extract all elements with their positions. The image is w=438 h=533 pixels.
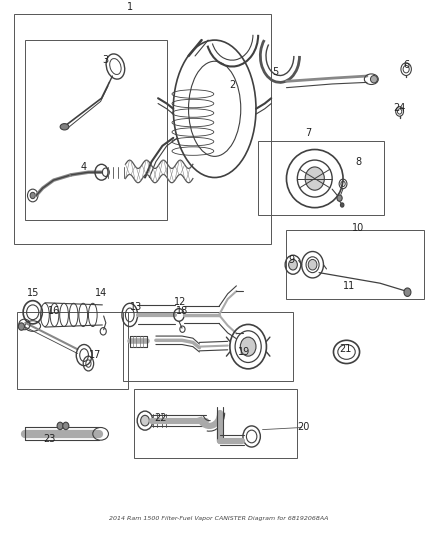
- Text: 14: 14: [95, 288, 108, 298]
- Ellipse shape: [340, 203, 344, 207]
- Ellipse shape: [404, 288, 411, 296]
- Text: 3: 3: [103, 55, 109, 65]
- Ellipse shape: [30, 192, 35, 199]
- Text: 4: 4: [81, 162, 87, 172]
- Ellipse shape: [18, 323, 25, 330]
- Ellipse shape: [240, 337, 256, 356]
- Text: 9: 9: [289, 255, 295, 265]
- Bar: [25, 40, 167, 220]
- Bar: [14, 14, 271, 244]
- Text: 12: 12: [173, 297, 186, 306]
- Ellipse shape: [337, 195, 342, 201]
- Text: 23: 23: [43, 434, 56, 444]
- Text: 11: 11: [343, 281, 356, 292]
- Bar: [17, 312, 127, 389]
- Ellipse shape: [289, 260, 297, 270]
- Text: 15: 15: [27, 288, 39, 298]
- Text: 1: 1: [127, 2, 133, 12]
- Text: 2014 Ram 1500 Filter-Fuel Vapor CANISTER Diagram for 68192068AA: 2014 Ram 1500 Filter-Fuel Vapor CANISTER…: [110, 516, 328, 521]
- Text: 8: 8: [355, 157, 361, 167]
- Ellipse shape: [141, 415, 149, 426]
- Ellipse shape: [305, 167, 324, 190]
- Ellipse shape: [60, 124, 69, 130]
- Bar: [123, 312, 293, 381]
- Text: 6: 6: [403, 60, 409, 70]
- Text: 5: 5: [272, 67, 279, 77]
- Text: 18: 18: [176, 306, 188, 316]
- Ellipse shape: [63, 422, 69, 430]
- Text: 2: 2: [229, 80, 235, 90]
- Text: 22: 22: [154, 413, 166, 423]
- Text: 7: 7: [305, 127, 311, 138]
- Text: 24: 24: [393, 103, 406, 113]
- Text: 10: 10: [352, 223, 364, 233]
- Text: 20: 20: [298, 422, 310, 432]
- Bar: [134, 389, 297, 458]
- Ellipse shape: [57, 422, 63, 430]
- Ellipse shape: [308, 260, 317, 270]
- Text: 17: 17: [89, 350, 101, 360]
- Bar: [258, 141, 385, 214]
- Text: 13: 13: [130, 302, 142, 312]
- Text: 21: 21: [339, 344, 351, 354]
- Text: 19: 19: [238, 347, 251, 357]
- Ellipse shape: [371, 76, 378, 83]
- Bar: [286, 230, 424, 299]
- Text: 16: 16: [47, 306, 60, 316]
